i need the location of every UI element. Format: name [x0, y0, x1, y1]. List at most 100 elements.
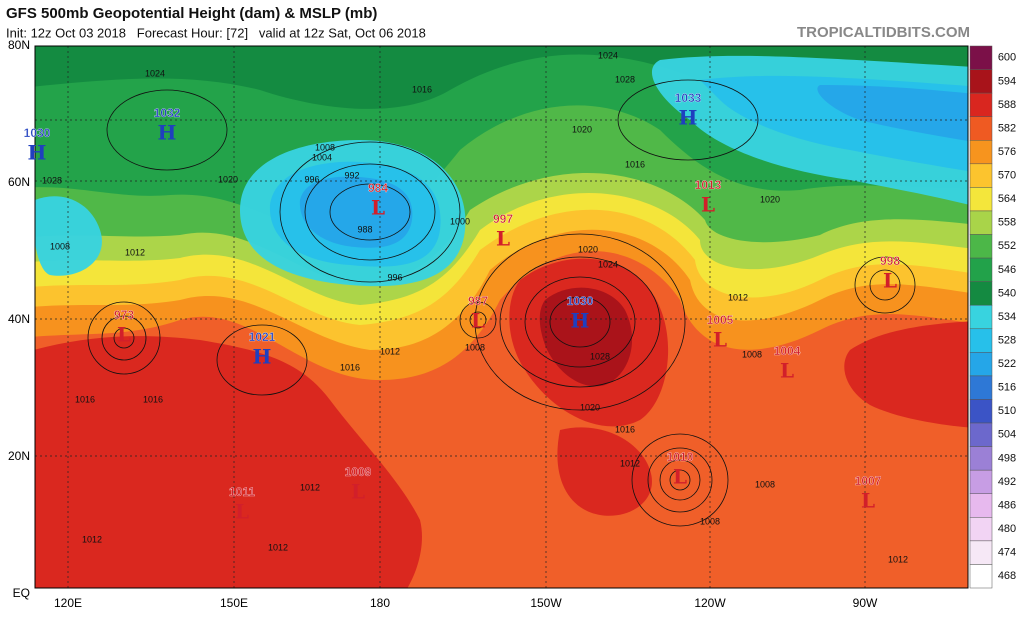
center-value: 1021: [249, 330, 276, 344]
isobar-label: 1008: [50, 241, 70, 251]
center-letter: H: [571, 309, 590, 333]
isobar-label: 1012: [125, 247, 145, 257]
colorbar-label: 504: [998, 429, 1016, 441]
center-letter: H: [28, 141, 47, 165]
isobar-label: 1020: [578, 244, 598, 254]
isobar-label: 1020: [580, 402, 600, 412]
longitude-label: 120E: [54, 596, 82, 610]
isobar-label: 1012: [620, 458, 640, 468]
center-letter: L: [780, 359, 794, 383]
isobar: [216, 324, 308, 396]
center-value: 984: [368, 181, 388, 195]
colorbar-label: 516: [998, 382, 1016, 394]
center-value: 1011: [229, 485, 255, 499]
isobar-label: 1008: [315, 142, 335, 152]
colorbar-label: 594: [998, 75, 1016, 87]
colorbar-swatch: [969, 234, 993, 259]
center-letter: L: [673, 465, 687, 489]
center-value: 1032: [154, 106, 181, 120]
center-letter: H: [679, 106, 698, 130]
isobar-label: 1016: [625, 159, 645, 169]
center-letter: H: [253, 345, 272, 369]
colorbar-swatch: [969, 140, 993, 165]
colorbar-label: 588: [998, 99, 1016, 111]
isobar: [101, 315, 147, 361]
colorbar-swatch: [969, 187, 993, 212]
isobar: [854, 256, 916, 314]
height-field: [35, 196, 102, 276]
center-value: 1007: [855, 474, 882, 488]
center-letter: L: [371, 196, 385, 220]
colorbar: 600 594 588 582 576 570 564 558 552 546 540 534 528 5…: [969, 45, 1016, 589]
colorbar-swatch: [969, 328, 993, 353]
isobar-label: 1024: [598, 259, 618, 269]
height-field: [557, 427, 652, 516]
colorbar-swatch: [969, 116, 993, 141]
isobar: [647, 447, 713, 513]
center-value: 1013: [695, 178, 722, 192]
height-field: [817, 85, 968, 142]
colorbar-label: 528: [998, 334, 1016, 346]
isobar: [617, 79, 759, 161]
colorbar-label: 498: [998, 452, 1016, 464]
height-field: [844, 321, 968, 428]
center-value: 1030: [567, 294, 594, 308]
isobar-label: 1008: [755, 479, 775, 489]
colorbar-label: 540: [998, 287, 1016, 299]
isobar-label: 1024: [145, 68, 165, 78]
latitude-label: 40N: [8, 312, 30, 326]
longitude-label: 150E: [220, 596, 248, 610]
longitude-label: 120W: [694, 596, 726, 610]
map-frame: [34, 45, 969, 589]
isobar-label: 996: [387, 272, 402, 282]
latitude-label: 60N: [8, 175, 30, 189]
isobar: [659, 459, 701, 501]
center-letter: L: [235, 500, 249, 524]
latitude-label: EQ: [13, 586, 30, 600]
isobar: [106, 89, 228, 171]
height-field: [35, 336, 422, 588]
site-credit: TROPICALTIDBITS.COM: [797, 24, 970, 41]
colorbar-swatch: [969, 45, 993, 70]
isobar-label: 1008: [700, 516, 720, 526]
isobar-label: 1000: [450, 216, 470, 226]
isobar-label: 1012: [888, 554, 908, 564]
colorbar-swatch: [969, 517, 993, 542]
colorbar-swatch: [969, 304, 993, 330]
colorbar-label: 480: [998, 523, 1016, 535]
isobar-label: 1028: [615, 74, 635, 84]
colorbar-swatch: [969, 210, 993, 235]
colorbar-label: 510: [998, 405, 1016, 417]
center-letter: L: [117, 323, 131, 347]
isobar-label: 1024: [598, 50, 618, 60]
isobar: [499, 256, 661, 388]
isobar-label: 1020: [218, 174, 238, 184]
center-value: 997: [493, 212, 513, 226]
isobar: [549, 296, 611, 348]
center-value: 1004: [774, 344, 801, 358]
isobar-label: 1028: [590, 351, 610, 361]
title: GFS 500mb Geopotential Height (dam) & MS…: [6, 5, 377, 22]
isobar-label: 1016: [412, 84, 432, 94]
subtitle: Init: 12z Oct 03 2018 Forecast Hour: [72…: [6, 25, 426, 40]
center-letter: L: [883, 269, 897, 293]
colorbar-swatch: [969, 399, 993, 424]
colorbar-label: 552: [998, 240, 1016, 252]
center-value: 1009: [345, 465, 372, 479]
height-field: [539, 287, 633, 387]
colorbar-label: 522: [998, 358, 1016, 370]
isobar-label: 1016: [143, 394, 163, 404]
isobar: [459, 301, 497, 339]
colorbar-label: 534: [998, 311, 1016, 323]
isobar: [87, 301, 161, 375]
isobar-label: 1016: [75, 394, 95, 404]
isobar: [304, 163, 436, 261]
center-value: 1033: [675, 91, 702, 105]
center-letter: L: [701, 193, 715, 217]
colorbar-label: 570: [998, 170, 1016, 182]
center-value: 987: [468, 294, 488, 308]
isobar-label: 988: [357, 224, 372, 234]
isobar-label: 1008: [465, 342, 485, 352]
